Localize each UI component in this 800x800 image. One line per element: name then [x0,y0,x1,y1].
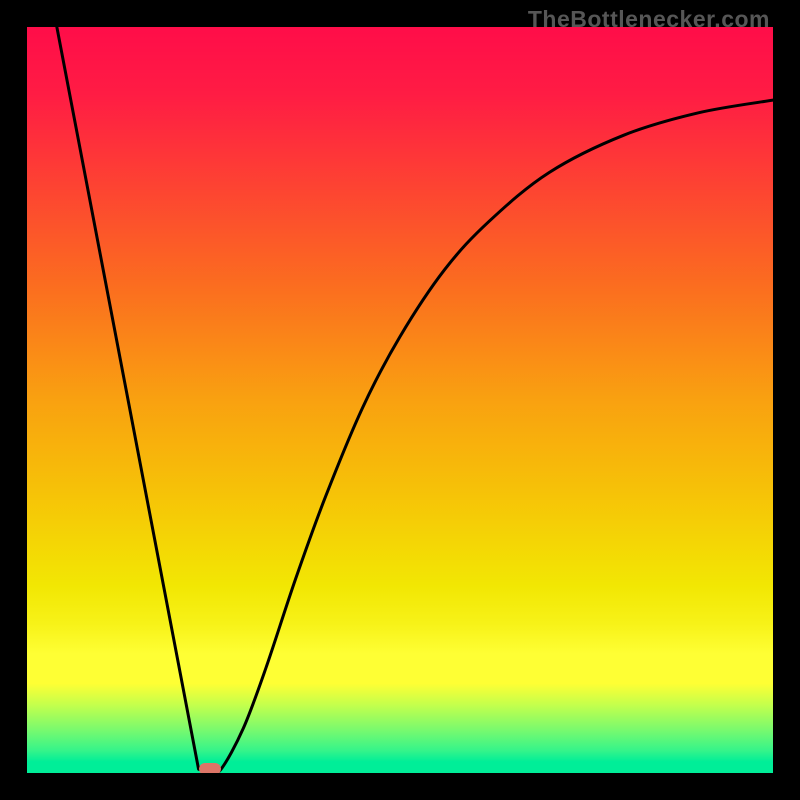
watermark-text: TheBottlenecker.com [528,6,770,33]
bottleneck-curve [27,27,773,773]
chart-outer-frame [0,0,800,800]
optimal-point-marker [199,763,221,773]
chart-plot-area [27,27,773,773]
